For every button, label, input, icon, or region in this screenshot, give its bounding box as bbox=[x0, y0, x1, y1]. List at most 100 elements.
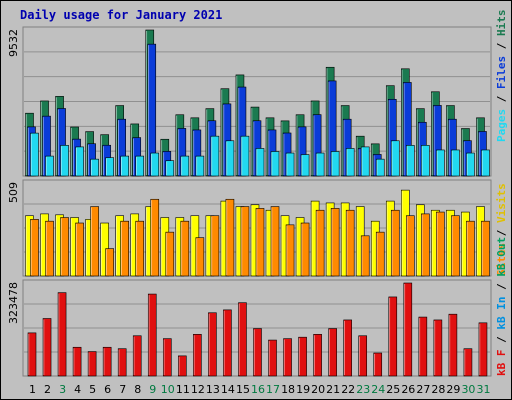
bar-kbytes bbox=[388, 296, 398, 377]
legend-entry: Visits bbox=[495, 183, 508, 223]
bar-kbytes bbox=[448, 313, 458, 377]
legend-separator: / bbox=[495, 277, 508, 297]
bar-pages bbox=[345, 148, 355, 177]
bar-sites bbox=[225, 198, 235, 277]
x-tick-label: 2 bbox=[44, 383, 51, 396]
bar-kbytes bbox=[147, 293, 157, 377]
x-tick-label: 29 bbox=[446, 383, 460, 396]
x-tick-label: 15 bbox=[236, 383, 250, 396]
bar-kbytes bbox=[253, 328, 262, 377]
bar-pages bbox=[451, 149, 460, 177]
bar-pages bbox=[75, 146, 84, 177]
x-tick-label: 11 bbox=[176, 383, 190, 396]
bar-sites bbox=[240, 206, 250, 277]
bar-sites bbox=[105, 248, 114, 277]
bar-sites bbox=[195, 237, 205, 277]
legend-kbytes: kB F / kB In / kB Out bbox=[495, 237, 508, 376]
x-tick-label: 16 bbox=[251, 383, 265, 396]
bar-sites bbox=[330, 208, 340, 277]
bar-sites bbox=[421, 213, 430, 277]
y-max-label: 323478 bbox=[7, 282, 20, 324]
bar-sites bbox=[466, 220, 475, 277]
bar-sites bbox=[30, 219, 39, 277]
bar-pages bbox=[255, 148, 265, 177]
bar-kbytes bbox=[117, 348, 127, 377]
legend-separator: / bbox=[495, 89, 508, 109]
bar-pages bbox=[375, 158, 385, 177]
x-tick-label: 5 bbox=[89, 383, 96, 396]
x-tick-label: 4 bbox=[74, 383, 81, 396]
y-max-labels: 9532 509 323478 bbox=[7, 29, 20, 324]
bar-sites bbox=[406, 215, 415, 277]
bar-pages bbox=[421, 145, 430, 177]
x-tick-label: 3 bbox=[59, 383, 66, 396]
bar-pages bbox=[225, 140, 235, 177]
x-tick-label: 28 bbox=[431, 383, 445, 396]
bar-sites bbox=[165, 231, 175, 277]
legend-hits-files-pages: Pages / Files / Hits bbox=[495, 10, 508, 143]
bar-sites bbox=[90, 206, 99, 277]
bar-pages bbox=[60, 145, 69, 177]
bar-sites bbox=[436, 211, 445, 277]
bar-kbytes bbox=[208, 312, 217, 377]
y-max-label: 9532 bbox=[7, 29, 20, 57]
bar-sites bbox=[60, 217, 69, 277]
bar-pages bbox=[105, 157, 114, 177]
graph-title: Daily usage for January 2021 bbox=[20, 8, 222, 22]
bar-pages bbox=[300, 154, 310, 177]
bar-kbytes bbox=[193, 334, 202, 377]
bar-kbytes bbox=[102, 346, 112, 377]
bar-kbytes bbox=[57, 292, 67, 377]
bar-sites bbox=[120, 220, 129, 277]
bar-sites bbox=[135, 220, 145, 277]
legend-separator: / bbox=[495, 330, 508, 350]
bar-pages bbox=[360, 146, 370, 177]
x-tick-label: 21 bbox=[326, 383, 340, 396]
x-tick-label: 14 bbox=[221, 383, 235, 396]
x-tick-label: 23 bbox=[356, 383, 370, 396]
bar-pages bbox=[270, 151, 280, 177]
bar-kbytes bbox=[328, 328, 337, 377]
bar-sites bbox=[345, 209, 355, 277]
bar-pages bbox=[210, 135, 220, 177]
x-tick-label: 24 bbox=[371, 383, 385, 396]
bar-pages bbox=[466, 152, 475, 177]
bar-sites bbox=[255, 208, 265, 277]
bar-pages bbox=[390, 140, 400, 177]
bar-kbytes bbox=[178, 355, 187, 377]
legend-separator: / bbox=[495, 223, 508, 243]
bar-sites bbox=[45, 220, 54, 277]
x-tick-label: 31 bbox=[476, 383, 490, 396]
bar-kbytes bbox=[27, 332, 37, 377]
y-max-label: 509 bbox=[7, 182, 20, 203]
x-tick-label: 26 bbox=[401, 383, 415, 396]
bar-kbytes bbox=[478, 322, 488, 377]
bar-sites bbox=[375, 231, 385, 277]
x-tick-label: 1 bbox=[29, 383, 36, 396]
bar-kbytes bbox=[238, 302, 247, 377]
bar-sites bbox=[180, 220, 190, 277]
legend-visits-sites: Sites / Visits bbox=[495, 183, 508, 276]
x-tick-label: 10 bbox=[161, 383, 175, 396]
bar-kbytes bbox=[283, 338, 292, 377]
bar-sites bbox=[285, 224, 295, 277]
bar-pages bbox=[285, 152, 295, 177]
x-tick-label: 12 bbox=[191, 383, 205, 396]
bar-kbytes bbox=[298, 336, 307, 377]
bar-kbytes bbox=[463, 348, 473, 377]
x-tick-label: 17 bbox=[266, 383, 280, 396]
bar-kbytes bbox=[403, 282, 413, 377]
legend-entry: Files bbox=[495, 56, 508, 89]
bar-pages bbox=[315, 152, 325, 177]
x-tick-label: 8 bbox=[134, 383, 141, 396]
legend-separator: / bbox=[495, 36, 508, 56]
bar-pages bbox=[165, 160, 175, 177]
bar-sites bbox=[270, 206, 280, 277]
bar-pages bbox=[180, 155, 190, 177]
bar-kbytes bbox=[373, 352, 383, 377]
bar-pages bbox=[150, 152, 160, 177]
x-tick-label: 6 bbox=[104, 383, 111, 396]
